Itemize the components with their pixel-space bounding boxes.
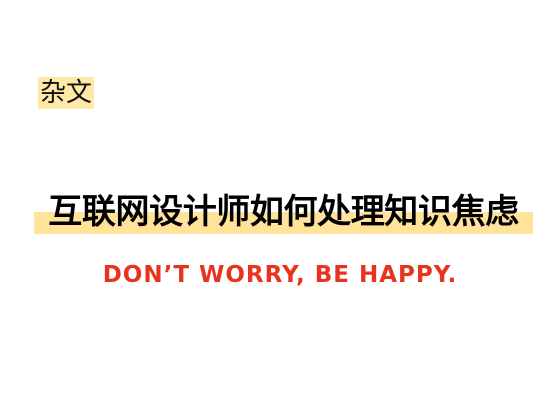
title-block: 互联网设计师如何处理知识焦虑	[34, 192, 533, 234]
category-tag: 杂文	[38, 77, 95, 109]
title-highlight	[34, 212, 533, 234]
subtitle-slogan: DON’T WORRY, BE HAPPY.	[102, 262, 458, 288]
page-title: 互联网设计师如何处理知识焦虑	[48, 192, 519, 232]
